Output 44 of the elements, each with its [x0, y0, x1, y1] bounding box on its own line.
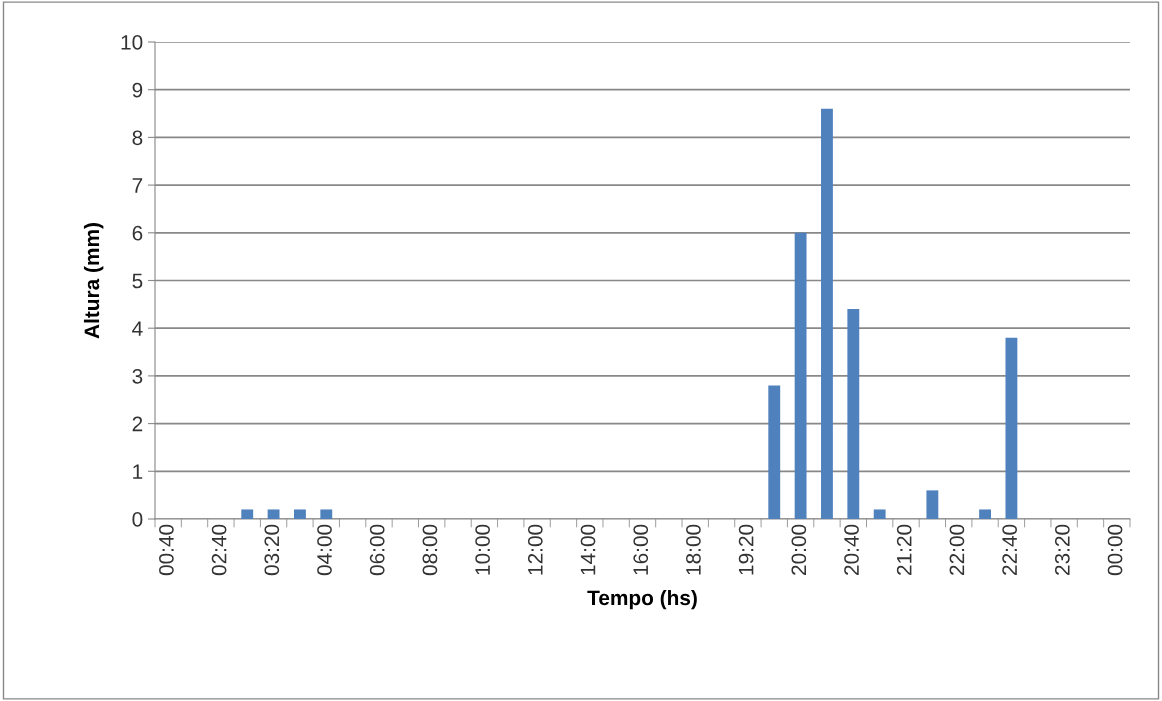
y-tick-label: 6: [132, 225, 143, 241]
bar: [294, 509, 306, 519]
bar: [847, 309, 860, 519]
x-tick-label: 23:20: [1054, 524, 1070, 575]
y-tick-label: 5: [132, 273, 143, 289]
x-tick-label: 12:00: [527, 524, 543, 575]
bar: [768, 385, 781, 519]
x-tick-label: 00:00: [1107, 524, 1123, 576]
x-tick-label: 03:20: [264, 524, 280, 576]
x-tick-label: 04:00: [317, 524, 332, 576]
x-tick-label: 16:00: [633, 524, 649, 575]
y-tick-label: 10: [121, 35, 143, 50]
y-axis-title: Altura (mm): [83, 223, 104, 339]
bar: [979, 509, 991, 519]
y-tick-label: 9: [132, 82, 143, 98]
x-tick-label: 22:00: [949, 524, 965, 575]
x-tick-label: 20:40: [844, 524, 859, 575]
x-tick-label: 21:20: [896, 524, 912, 575]
x-tick-label: 19:20: [738, 524, 754, 575]
y-tick-label: 2: [132, 416, 143, 432]
x-tick-label: 06:00: [369, 524, 385, 576]
bar: [241, 509, 254, 519]
x-tick-label: 08:00: [422, 524, 438, 576]
y-tick-label: 3: [132, 368, 143, 384]
bar: [320, 509, 333, 519]
bar: [267, 509, 280, 519]
x-tick-label: 18:00: [686, 524, 701, 575]
bar: [794, 232, 807, 519]
bar: [821, 108, 833, 519]
x-tick-label: 02:40: [211, 524, 227, 576]
x-tick-label: 00:40: [159, 524, 174, 576]
x-tick-label: 22:40: [1002, 524, 1018, 575]
y-tick-label: 4: [132, 321, 143, 336]
y-tick-label: 7: [132, 178, 143, 193]
bar: [926, 490, 939, 519]
y-tick-label: 8: [132, 130, 143, 146]
x-tick-label: 14:00: [580, 524, 596, 575]
x-tick-label: 10:00: [475, 524, 490, 575]
x-axis-title: Tempo (hs): [587, 589, 697, 610]
bar: [873, 509, 886, 519]
bar: [1005, 337, 1018, 519]
y-tick-label: 1: [133, 464, 143, 479]
x-tick-label: 20:00: [791, 524, 807, 575]
y-tick-label: 0: [132, 512, 143, 527]
